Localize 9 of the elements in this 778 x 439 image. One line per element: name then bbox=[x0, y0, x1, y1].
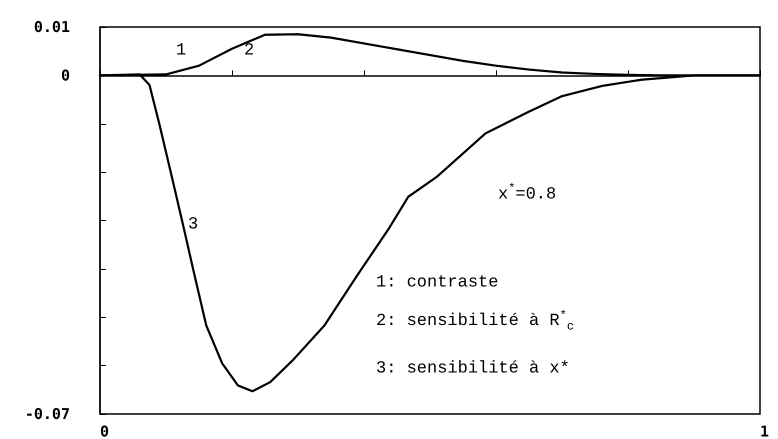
y-tick-label: -0.07 bbox=[24, 405, 70, 423]
annotation: 3: sensibilité à x* bbox=[376, 360, 570, 378]
annotation: x$^{*}$=0.8 bbox=[498, 182, 556, 204]
y-tick-label: 0 bbox=[60, 66, 70, 84]
annotation: 3 bbox=[188, 216, 198, 234]
y-tick-label: 0.01 bbox=[34, 18, 70, 36]
annotation: 1 bbox=[176, 42, 186, 60]
annotation: 2 bbox=[244, 42, 254, 60]
annotation: 1: contraste bbox=[376, 274, 498, 292]
